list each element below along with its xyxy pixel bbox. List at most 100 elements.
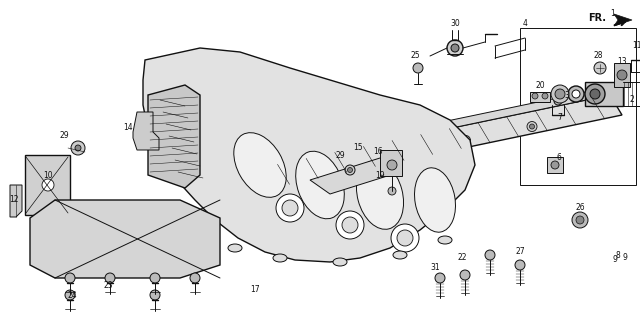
Polygon shape — [260, 95, 622, 188]
Polygon shape — [310, 158, 400, 194]
Circle shape — [554, 97, 562, 105]
Text: 1: 1 — [611, 10, 616, 19]
Ellipse shape — [296, 151, 344, 219]
Circle shape — [551, 161, 559, 169]
Text: 26: 26 — [575, 204, 585, 212]
Polygon shape — [133, 112, 159, 150]
Circle shape — [282, 200, 298, 216]
Polygon shape — [260, 87, 610, 168]
Circle shape — [460, 270, 470, 280]
Circle shape — [532, 93, 538, 99]
Circle shape — [345, 165, 355, 175]
Circle shape — [463, 138, 468, 143]
Circle shape — [276, 194, 304, 222]
Text: 30: 30 — [450, 20, 460, 28]
Circle shape — [451, 44, 459, 52]
Circle shape — [515, 260, 525, 270]
Text: 9: 9 — [612, 255, 618, 265]
Ellipse shape — [234, 133, 286, 197]
Ellipse shape — [228, 244, 242, 252]
Circle shape — [576, 216, 584, 224]
Circle shape — [551, 85, 569, 103]
Text: 13: 13 — [617, 58, 627, 67]
Text: 24: 24 — [67, 291, 77, 300]
Circle shape — [590, 89, 600, 99]
Circle shape — [42, 179, 54, 191]
Circle shape — [568, 86, 584, 102]
Ellipse shape — [393, 251, 407, 259]
Circle shape — [324, 164, 334, 174]
Circle shape — [71, 141, 85, 155]
Bar — [380, 150, 402, 176]
Circle shape — [75, 145, 81, 151]
Text: 14: 14 — [123, 124, 133, 132]
Text: 25: 25 — [410, 51, 420, 60]
Text: 22: 22 — [457, 253, 467, 262]
Text: 20: 20 — [535, 81, 545, 90]
Circle shape — [394, 149, 404, 159]
Circle shape — [527, 122, 537, 132]
Circle shape — [150, 290, 160, 300]
Text: FR.: FR. — [588, 13, 606, 23]
Polygon shape — [25, 155, 70, 215]
Polygon shape — [30, 200, 220, 278]
Bar — [614, 63, 630, 87]
Text: 15: 15 — [353, 143, 363, 153]
Polygon shape — [614, 14, 632, 26]
Text: 6: 6 — [557, 154, 561, 163]
Circle shape — [105, 273, 115, 283]
Text: 12: 12 — [9, 196, 19, 204]
Circle shape — [342, 217, 358, 233]
Circle shape — [397, 152, 401, 157]
Circle shape — [65, 273, 75, 283]
Bar — [585, 82, 623, 106]
Circle shape — [617, 70, 627, 80]
Ellipse shape — [438, 236, 452, 244]
Text: 11: 11 — [632, 42, 640, 51]
Circle shape — [594, 62, 606, 74]
Text: 28: 28 — [593, 51, 603, 60]
Text: 9: 9 — [623, 253, 627, 262]
Circle shape — [387, 160, 397, 170]
Text: 19: 19 — [375, 171, 385, 180]
Text: 16: 16 — [373, 148, 383, 156]
Circle shape — [397, 230, 413, 246]
Circle shape — [461, 135, 470, 145]
Circle shape — [150, 273, 160, 283]
Ellipse shape — [273, 254, 287, 262]
Text: 17: 17 — [250, 285, 260, 294]
Circle shape — [336, 211, 364, 239]
Text: 27: 27 — [515, 247, 525, 257]
Circle shape — [447, 40, 463, 56]
Circle shape — [529, 124, 534, 129]
Circle shape — [572, 212, 588, 228]
Polygon shape — [143, 48, 475, 262]
Text: 29: 29 — [59, 131, 69, 140]
Polygon shape — [148, 85, 200, 188]
Circle shape — [585, 84, 605, 104]
Circle shape — [388, 187, 396, 195]
Bar — [547, 157, 563, 173]
Polygon shape — [10, 185, 22, 217]
Text: 29: 29 — [335, 150, 345, 159]
Text: 31: 31 — [430, 263, 440, 273]
Text: 2: 2 — [630, 95, 634, 105]
Circle shape — [65, 290, 75, 300]
Circle shape — [326, 166, 332, 172]
Text: 7: 7 — [557, 114, 563, 123]
Bar — [530, 92, 550, 102]
Text: 23: 23 — [103, 281, 113, 290]
Circle shape — [555, 89, 565, 99]
Circle shape — [413, 63, 423, 73]
Circle shape — [542, 93, 548, 99]
Circle shape — [485, 250, 495, 260]
Ellipse shape — [333, 258, 347, 266]
Circle shape — [572, 90, 580, 98]
Circle shape — [190, 273, 200, 283]
Text: 3: 3 — [564, 92, 570, 100]
Circle shape — [348, 167, 353, 172]
Ellipse shape — [415, 168, 456, 232]
Text: 4: 4 — [523, 20, 527, 28]
Circle shape — [435, 273, 445, 283]
Text: 8: 8 — [616, 251, 620, 260]
